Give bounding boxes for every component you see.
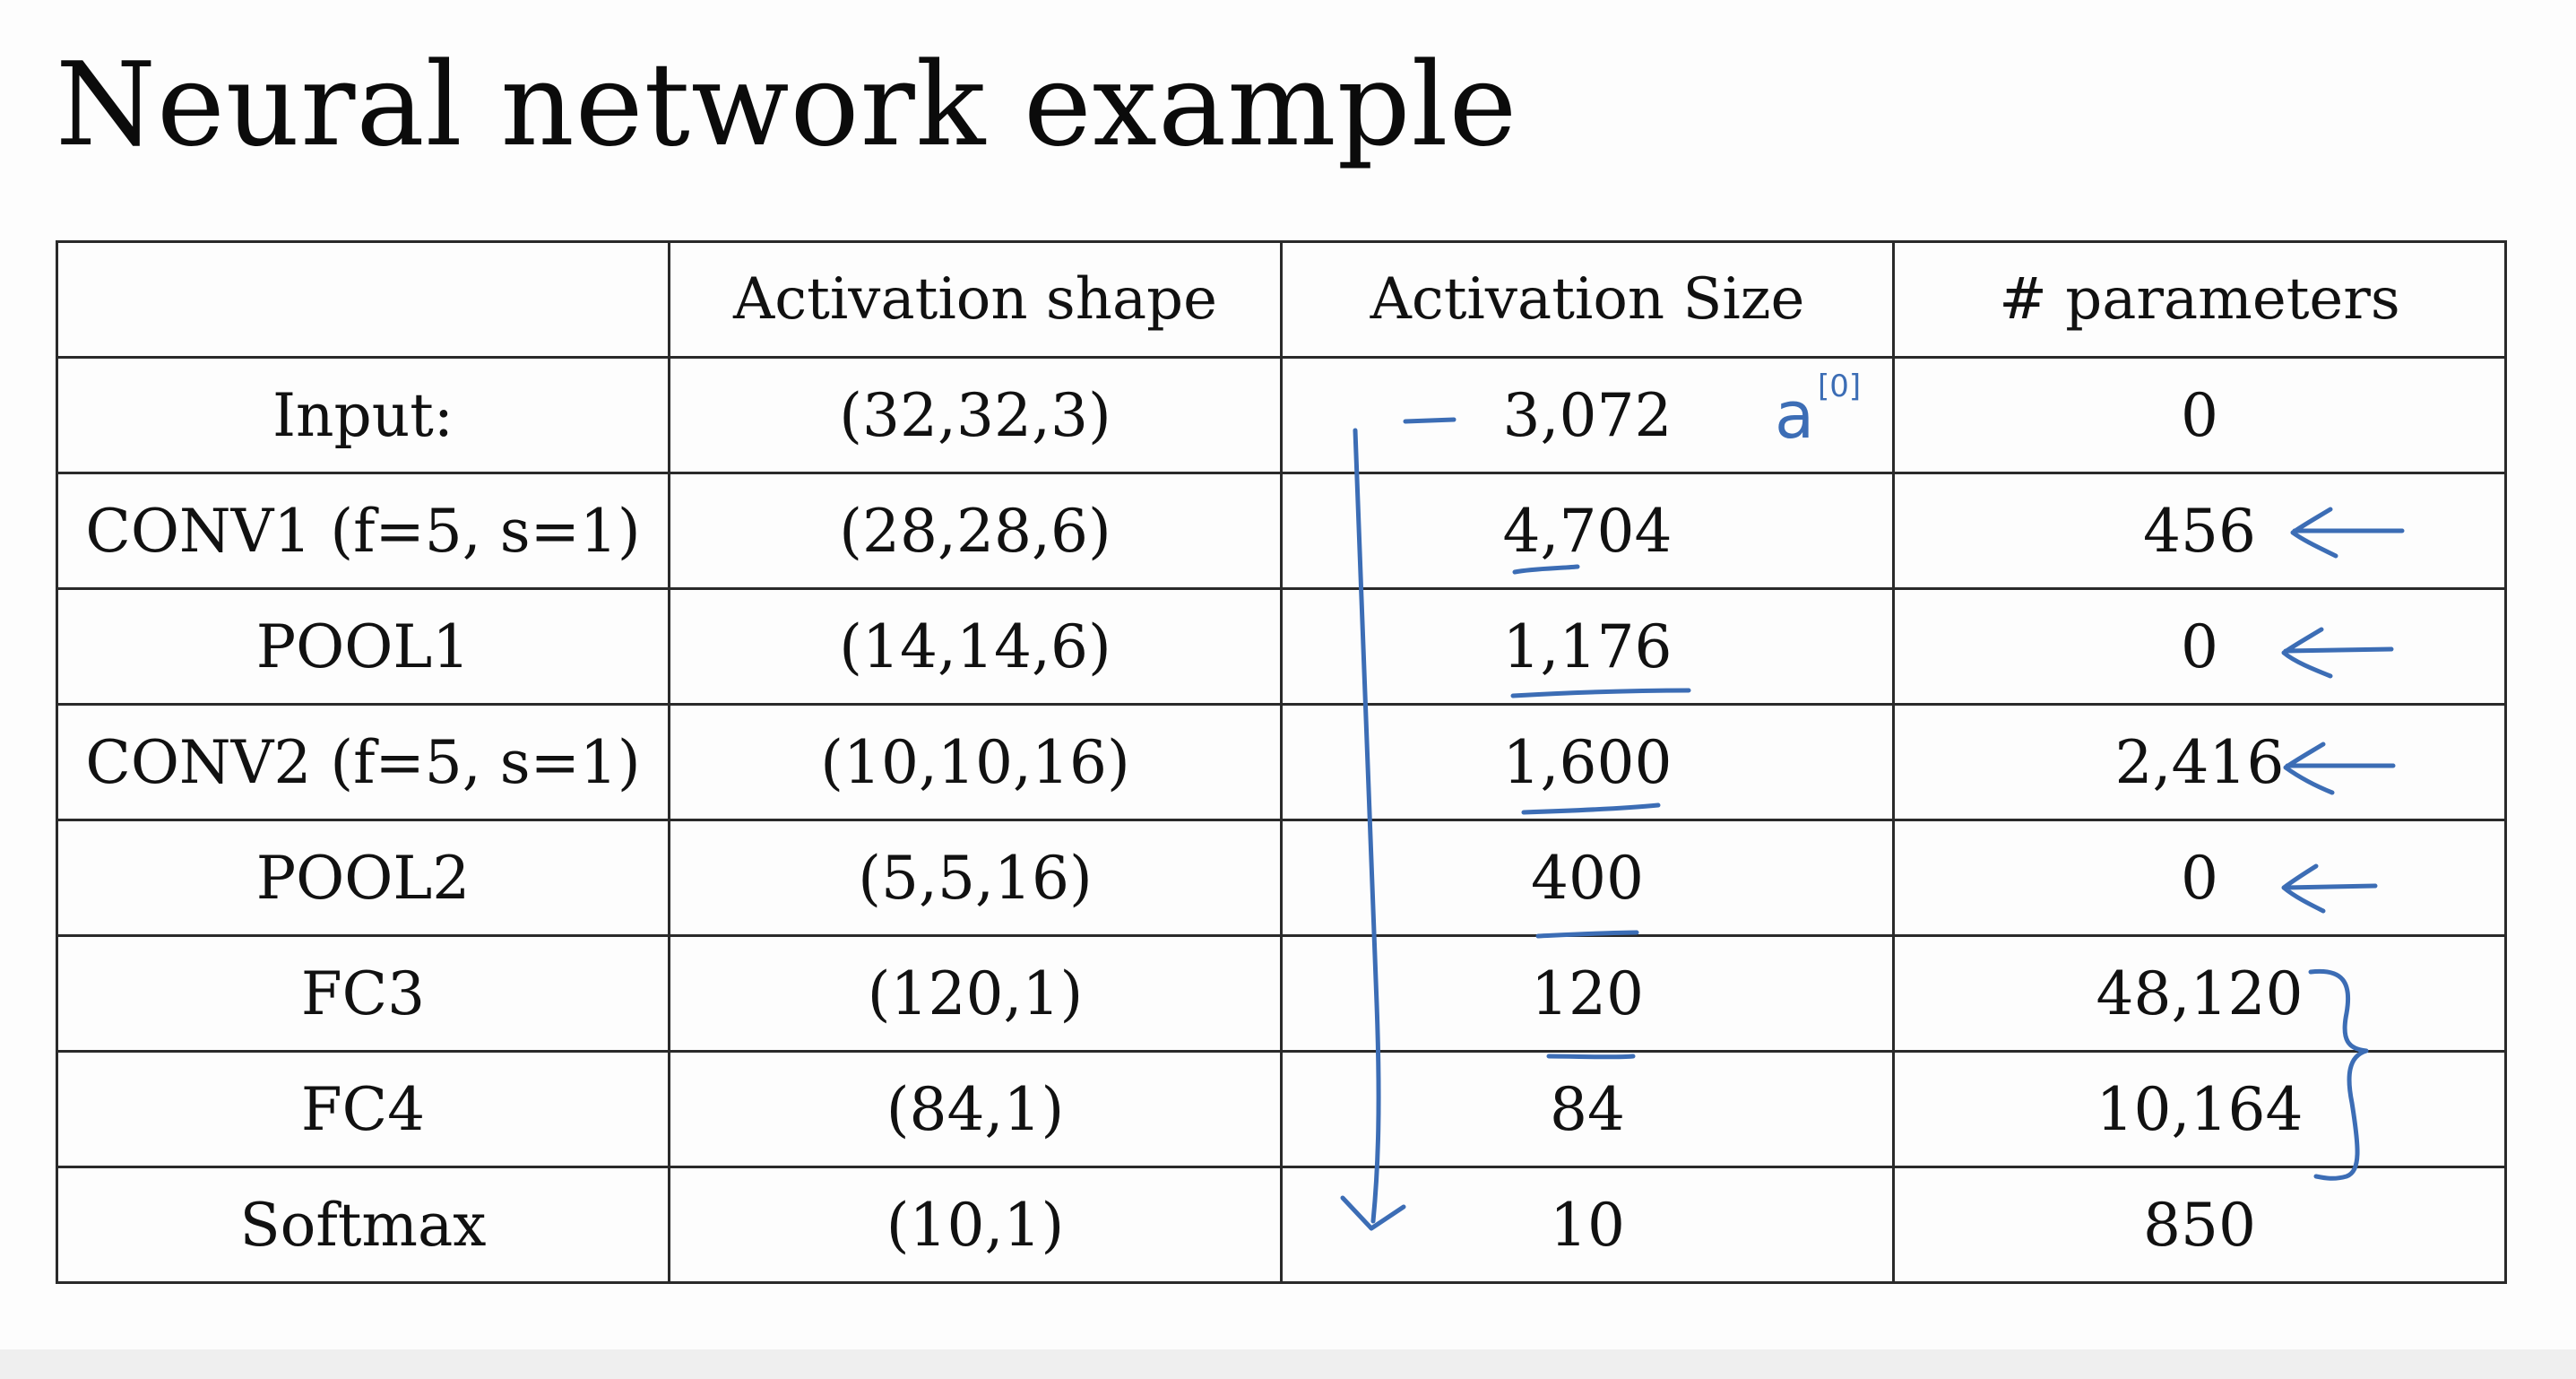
bottom-strip bbox=[0, 1349, 2576, 1379]
table-row: POOL2 (5,5,16) 400 0 bbox=[56, 819, 2507, 937]
header-activation-shape: Activation shape bbox=[668, 240, 1283, 359]
size-cell: 120 bbox=[1280, 934, 1895, 1053]
size-cell: 1,176 bbox=[1280, 587, 1895, 706]
shape-cell: (84,1) bbox=[668, 1050, 1283, 1168]
shape-cell: (32,32,3) bbox=[668, 356, 1283, 474]
size-cell: 4,704 bbox=[1280, 472, 1895, 590]
shape-cell: (5,5,16) bbox=[668, 819, 1283, 937]
table-header-row: Activation shape Activation Size # param… bbox=[56, 240, 2507, 359]
layer-cell: FC4 bbox=[56, 1050, 670, 1168]
params-cell: 48,120 bbox=[1892, 934, 2507, 1053]
header-layer bbox=[56, 240, 670, 359]
shape-cell: (10,10,16) bbox=[668, 703, 1283, 821]
table-row: FC3 (120,1) 120 48,120 bbox=[56, 934, 2507, 1053]
size-cell: 3,072 bbox=[1280, 356, 1895, 474]
shape-cell: (10,1) bbox=[668, 1166, 1283, 1284]
params-cell: 850 bbox=[1892, 1166, 2507, 1284]
table-row: Input: (32,32,3) 3,072 0 bbox=[56, 356, 2507, 474]
table-row: POOL1 (14,14,6) 1,176 0 bbox=[56, 587, 2507, 706]
layer-cell: FC3 bbox=[56, 934, 670, 1053]
network-table: Activation shape Activation Size # param… bbox=[56, 240, 2507, 1284]
shape-cell: (28,28,6) bbox=[668, 472, 1283, 590]
header-parameters: # parameters bbox=[1892, 240, 2507, 359]
layer-cell: CONV1 (f=5, s=1) bbox=[56, 472, 670, 590]
table-row: Softmax (10,1) 10 850 bbox=[56, 1166, 2507, 1284]
params-cell: 2,416 bbox=[1892, 703, 2507, 821]
params-cell: 0 bbox=[1892, 356, 2507, 474]
header-activation-size: Activation Size bbox=[1280, 240, 1895, 359]
layer-cell: Softmax bbox=[56, 1166, 670, 1284]
params-cell: 0 bbox=[1892, 819, 2507, 937]
layer-cell: POOL2 bbox=[56, 819, 670, 937]
params-cell: 0 bbox=[1892, 587, 2507, 706]
table-row: FC4 (84,1) 84 10,164 bbox=[56, 1050, 2507, 1168]
layer-cell: Input: bbox=[56, 356, 670, 474]
params-cell: 10,164 bbox=[1892, 1050, 2507, 1168]
table-row: CONV2 (f=5, s=1) (10,10,16) 1,600 2,416 bbox=[56, 703, 2507, 821]
table-row: CONV1 (f=5, s=1) (28,28,6) 4,704 456 bbox=[56, 472, 2507, 590]
params-cell: 456 bbox=[1892, 472, 2507, 590]
size-cell: 400 bbox=[1280, 819, 1895, 937]
layer-cell: CONV2 (f=5, s=1) bbox=[56, 703, 670, 821]
shape-cell: (14,14,6) bbox=[668, 587, 1283, 706]
size-cell: 1,600 bbox=[1280, 703, 1895, 821]
layer-cell: POOL1 bbox=[56, 587, 670, 706]
slide-title: Neural network example bbox=[56, 39, 1518, 172]
shape-cell: (120,1) bbox=[668, 934, 1283, 1053]
size-cell: 10 bbox=[1280, 1166, 1895, 1284]
size-cell: 84 bbox=[1280, 1050, 1895, 1168]
